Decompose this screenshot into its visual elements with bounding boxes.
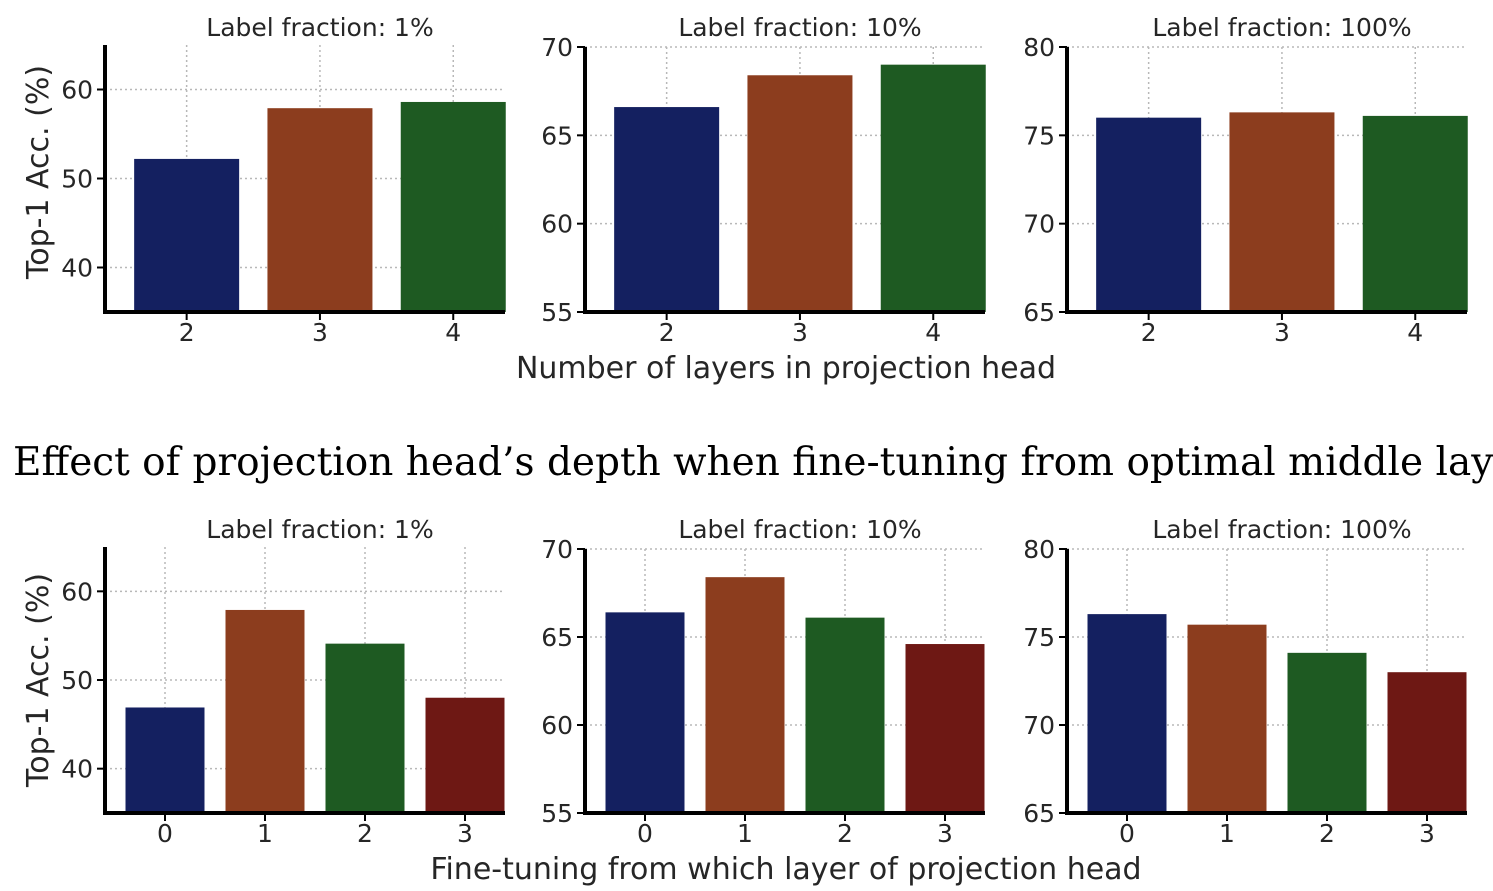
- bar-3: [1229, 112, 1335, 312]
- y-tick-label: 55: [541, 799, 573, 828]
- y-tick-label: 40: [61, 254, 93, 283]
- chart-title: Label fraction: 100%: [1152, 515, 1411, 544]
- bar-0: [125, 707, 205, 813]
- x-tick-label: 1: [257, 819, 273, 848]
- y-tick-label: 65: [1023, 298, 1055, 327]
- chart-title: Label fraction: 10%: [678, 515, 921, 544]
- y-tick-label: 50: [61, 165, 93, 194]
- chart-title: Label fraction: 100%: [1152, 13, 1411, 42]
- x-tick-label: 4: [925, 318, 941, 347]
- figure-a-ylabel: Top-1 Acc. (%): [21, 65, 56, 280]
- figure-b-ylabel: Top-1 Acc. (%): [21, 573, 56, 788]
- y-tick-label: 60: [541, 711, 573, 740]
- y-tick-label: 65: [541, 121, 573, 150]
- x-tick-label: 2: [837, 819, 853, 848]
- figure-a-xlabel: Number of layers in projection head: [516, 351, 1056, 386]
- bar-1: [225, 609, 305, 813]
- x-tick-label: 0: [637, 819, 653, 848]
- bar-1: [1187, 624, 1267, 813]
- y-tick-label: 70: [1023, 210, 1055, 239]
- x-tick-label: 0: [1119, 819, 1135, 848]
- x-tick-label: 1: [737, 819, 753, 848]
- x-tick-label: 3: [792, 318, 808, 347]
- y-tick-label: 55: [541, 298, 573, 327]
- chart-panel-6: 65 70 75 80 0 1 2 3 Label fraction: 100%: [1023, 515, 1467, 848]
- y-tick-label: 60: [61, 577, 93, 606]
- y-tick-label: 50: [61, 666, 93, 695]
- bar-4: [880, 64, 986, 313]
- chart-panel-5: 55 60 65 70 0 1 2 3 Label fraction: 10%: [541, 515, 985, 848]
- chart-title: Label fraction: 10%: [678, 13, 921, 42]
- bar-2: [614, 107, 720, 312]
- bar-0: [1087, 614, 1167, 813]
- bar-3: [1387, 672, 1467, 813]
- bar-3: [425, 697, 505, 813]
- y-tick-label: 70: [541, 535, 573, 564]
- y-tick-label: 80: [1023, 535, 1055, 564]
- x-tick-label: 3: [457, 819, 473, 848]
- bar-3: [905, 644, 985, 813]
- bar-0: [605, 612, 685, 813]
- bar-3: [267, 108, 373, 312]
- chart-panel-3: 65 70 75 80 2 3 4 Label fraction: 100%: [1023, 13, 1468, 347]
- y-tick-label: 70: [541, 33, 573, 62]
- bar-2: [134, 158, 240, 312]
- x-tick-label: 4: [445, 318, 461, 347]
- chart-panel-4: 40 50 60 0 1 2 3 Label fraction: 1%: [61, 515, 505, 848]
- bar-1: [705, 577, 785, 813]
- x-tick-label: 1: [1219, 819, 1235, 848]
- chart-panel-2: 55 60 65 70 2 3 4 Label fraction: 10%: [541, 13, 986, 347]
- bar-2: [805, 617, 885, 813]
- x-tick-label: 2: [659, 318, 675, 347]
- y-tick-label: 65: [1023, 799, 1055, 828]
- bar-2: [1096, 117, 1202, 313]
- figure-b-xlabel: Fine-tuning from which layer of projecti…: [430, 852, 1141, 887]
- x-tick-label: 3: [1419, 819, 1435, 848]
- chart-title: Label fraction: 1%: [206, 515, 433, 544]
- chart-panel-1: 40 50 60 2 3 4 Label fraction: 1%: [61, 13, 506, 347]
- x-tick-label: 3: [1274, 318, 1290, 347]
- bar-2: [1287, 652, 1367, 813]
- y-tick-label: 60: [61, 76, 93, 105]
- bar-4: [400, 101, 506, 313]
- chart-title: Label fraction: 1%: [206, 13, 433, 42]
- bar-4: [1362, 115, 1468, 313]
- x-tick-label: 0: [157, 819, 173, 848]
- bar-3: [747, 75, 853, 313]
- y-tick-label: 65: [541, 623, 573, 652]
- x-tick-label: 2: [1141, 318, 1157, 347]
- x-tick-label: 3: [937, 819, 953, 848]
- y-tick-label: 70: [1023, 711, 1055, 740]
- x-tick-label: 2: [179, 318, 195, 347]
- y-tick-label: 75: [1023, 623, 1055, 652]
- x-tick-label: 2: [357, 819, 373, 848]
- y-tick-label: 80: [1023, 33, 1055, 62]
- y-tick-label: 60: [541, 210, 573, 239]
- x-tick-label: 3: [312, 318, 328, 347]
- bar-2: [325, 643, 405, 813]
- x-tick-label: 2: [1319, 819, 1335, 848]
- x-tick-label: 4: [1407, 318, 1423, 347]
- y-tick-label: 40: [61, 755, 93, 784]
- y-tick-label: 75: [1023, 121, 1055, 150]
- figure-a-caption: (a) Effect of projection head’s depth wh…: [0, 440, 1493, 485]
